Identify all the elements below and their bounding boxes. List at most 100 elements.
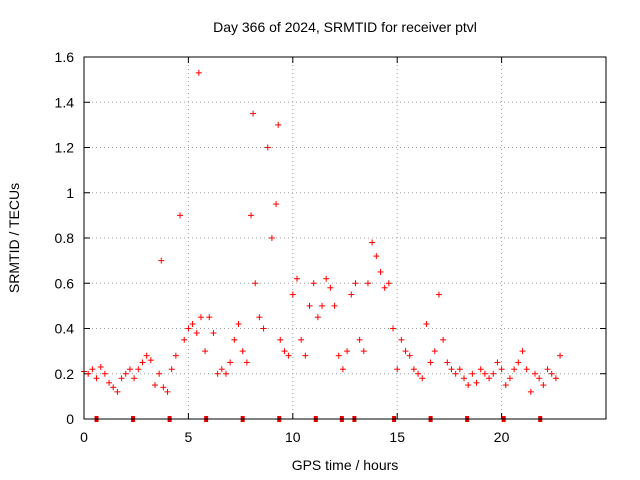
data-point	[540, 382, 547, 389]
data-point	[532, 370, 539, 377]
y-tick-label: 0	[66, 411, 74, 427]
data-point	[406, 352, 413, 359]
data-point	[131, 375, 138, 382]
data-point	[210, 330, 217, 337]
data-point	[252, 280, 259, 287]
data-point	[298, 336, 305, 343]
data-point	[310, 280, 317, 287]
data-point	[502, 382, 509, 389]
data-point	[377, 268, 384, 275]
data-point	[293, 275, 300, 282]
x-axis-label: GPS time / hours	[292, 457, 399, 473]
data-point	[452, 370, 459, 377]
data-point	[335, 352, 342, 359]
data-point	[385, 280, 392, 287]
data-point	[239, 348, 246, 355]
data-point	[126, 366, 133, 373]
data-point	[435, 291, 442, 298]
data-points	[81, 69, 564, 395]
y-axis-label: SRMTID / TECUs	[6, 183, 22, 293]
data-point	[93, 375, 100, 382]
data-point	[214, 370, 221, 377]
data-point	[260, 325, 267, 332]
data-point	[193, 330, 200, 337]
data-point	[139, 359, 146, 366]
y-tick-label: 0.4	[55, 321, 75, 337]
data-point	[323, 275, 330, 282]
data-point	[473, 379, 480, 386]
data-point	[481, 370, 488, 377]
data-point	[273, 201, 280, 208]
data-point	[227, 359, 234, 366]
data-point	[423, 320, 430, 327]
x-tick-label: 10	[285, 429, 301, 445]
data-point	[544, 366, 551, 373]
data-point	[327, 284, 334, 291]
data-point	[440, 336, 447, 343]
data-point	[85, 370, 92, 377]
data-point	[381, 284, 388, 291]
y-tick-label: 1	[66, 185, 74, 201]
data-point	[231, 336, 238, 343]
data-point	[523, 366, 530, 373]
data-point	[202, 348, 209, 355]
data-point	[348, 291, 355, 298]
y-tick-label: 0.8	[55, 230, 75, 246]
data-point	[151, 382, 158, 389]
data-point	[289, 291, 296, 298]
data-point	[222, 370, 229, 377]
data-point	[206, 314, 213, 321]
data-point	[456, 366, 463, 373]
data-point	[158, 257, 165, 264]
data-point	[398, 336, 405, 343]
data-point	[143, 352, 150, 359]
data-point	[427, 359, 434, 366]
y-tick-label: 1.2	[55, 140, 75, 156]
data-point	[356, 336, 363, 343]
data-point	[552, 375, 559, 382]
data-point	[360, 348, 367, 355]
axis-ticks: 0 0.2 0.4 0.6 0.8 1 1.2 1.4 1.6 0 5 10 15 20	[55, 49, 606, 445]
data-point	[477, 366, 484, 373]
plot-frame	[83, 56, 607, 420]
data-point	[118, 375, 125, 382]
data-point	[281, 348, 288, 355]
x-tick-label: 20	[494, 429, 510, 445]
data-point	[264, 144, 271, 151]
grid	[84, 57, 606, 419]
data-point	[557, 352, 564, 359]
data-point	[319, 302, 326, 309]
data-point	[515, 359, 522, 366]
data-point	[369, 239, 376, 246]
data-point	[195, 69, 202, 76]
data-point	[490, 370, 497, 377]
data-point	[218, 366, 225, 373]
data-point	[189, 320, 196, 327]
data-point	[519, 348, 526, 355]
data-point	[444, 359, 451, 366]
data-point	[110, 384, 117, 391]
data-point	[394, 366, 401, 373]
data-point	[419, 375, 426, 382]
data-point	[135, 366, 142, 373]
y-tick-label: 0.2	[55, 366, 75, 382]
data-point	[256, 314, 263, 321]
data-point	[331, 302, 338, 309]
data-point	[448, 366, 455, 373]
data-point	[243, 359, 250, 366]
data-point	[469, 370, 476, 377]
data-point	[306, 302, 313, 309]
data-point	[511, 366, 518, 373]
data-point	[536, 375, 543, 382]
data-point	[415, 370, 422, 377]
data-point	[390, 325, 397, 332]
data-point	[147, 357, 154, 364]
data-point	[197, 314, 204, 321]
data-point	[97, 363, 104, 370]
data-point	[352, 280, 359, 287]
data-point	[494, 359, 501, 366]
y-tick-label: 1.4	[55, 94, 75, 110]
data-point	[160, 384, 167, 391]
data-point	[177, 212, 184, 219]
